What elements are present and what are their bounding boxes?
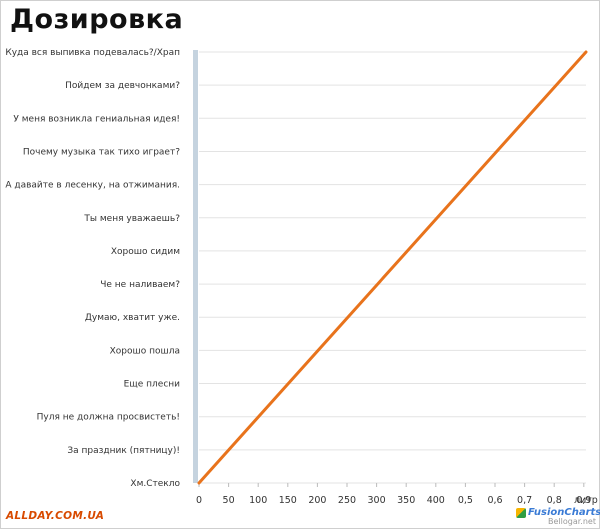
watermark-allday: ALLDAY.COM.UA [6, 510, 105, 522]
x-tick-label: 150 [279, 495, 297, 506]
x-tick-label: 200 [308, 495, 326, 506]
x-tick-label: 0,5 [458, 495, 473, 506]
y-tick-label: Думаю, хватит уже. [85, 313, 180, 323]
x-tick-label: 50 [223, 495, 235, 506]
x-tick-labels: 0 50 100 150 200 250 300 350 400 0,5 0,6 0,7 0,8 0,9 [196, 483, 591, 506]
y-tick-label: Ты меня уважаешь? [83, 214, 180, 224]
x-tick-label: 0,9 [576, 495, 591, 506]
y-tick-label: Че не наливаем? [100, 280, 180, 290]
series-group [197, 50, 588, 485]
y-tick-label: Хорошо сидим [111, 247, 180, 257]
y-tick-label: Куда вся выпивка подевалась?/Храп [5, 48, 180, 58]
y-tick-labels: Хм.Стекло За праздник (пятницу)! Пуля не д… [5, 48, 180, 489]
watermark-fusioncharts: FusionCharts [516, 507, 600, 518]
x-tick-label: 0,8 [547, 495, 562, 506]
y-tick-label: За праздник (пятницу)! [67, 446, 180, 456]
fusioncharts-logo-text: FusionCharts [528, 507, 600, 518]
fusioncharts-logo-icon [516, 507, 526, 518]
x-tick-label: 400 [427, 495, 445, 506]
x-tick-label: 0,7 [517, 495, 532, 506]
grid-lines [199, 51, 586, 484]
chart-title: Дозировка [10, 4, 184, 35]
x-tick-label: 300 [368, 495, 386, 506]
x-tick-label: 250 [338, 495, 356, 506]
y-tick-label: Еще плесни [124, 380, 181, 390]
x-tick-label: 0 [196, 495, 202, 506]
y-tick-label: У меня возникла гениальная идея! [13, 114, 180, 124]
x-tick-label: 100 [249, 495, 267, 506]
y-tick-label: Пойдем за девчонками? [65, 81, 180, 91]
y-axis-bar-rect [193, 50, 198, 483]
y-tick-label: Почему музыка так тихо играет? [23, 147, 180, 157]
y-tick-label: Пуля не должна просвистеть! [37, 413, 180, 423]
x-axis-unit-label: литр [574, 495, 598, 506]
y-tick-label: Хм.Стекло [130, 479, 180, 489]
y-tick-label: Хорошо пошла [110, 346, 180, 356]
series-line [197, 50, 588, 485]
watermark-site: Bellogar.net [548, 517, 596, 526]
y-axis-bar [193, 50, 198, 483]
y-tick-label: А давайте в лесенку, на отжимания. [5, 181, 180, 191]
x-tick-label: 0,6 [487, 495, 502, 506]
x-tick-label: 350 [397, 495, 415, 506]
